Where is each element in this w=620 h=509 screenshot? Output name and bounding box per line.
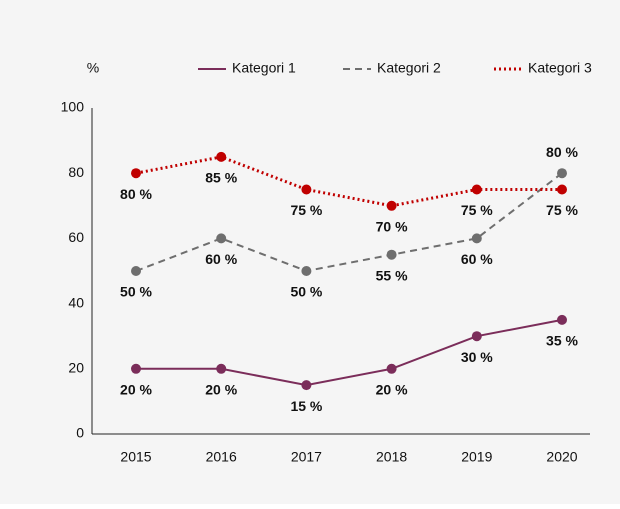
data-label: 75 % [290, 202, 322, 218]
data-label: 80 % [120, 186, 152, 202]
data-label: 75 % [461, 202, 493, 218]
data-label: 85 % [205, 170, 237, 186]
series-line [136, 318, 563, 387]
y-tick-label: 0 [76, 425, 84, 441]
x-tick-label: 2020 [546, 449, 577, 465]
point [557, 314, 567, 325]
data-label: 60 % [461, 251, 493, 267]
point [131, 266, 141, 276]
data-label: 70 % [376, 219, 408, 235]
data-label: 50 % [290, 284, 322, 300]
y-tick-label: 100 [61, 99, 85, 115]
point [131, 168, 141, 179]
y-tick-label: 20 [68, 360, 84, 376]
legend-label: Kategori 3 [528, 60, 592, 76]
data-label: 35 % [546, 333, 578, 349]
point [386, 363, 397, 374]
legend-label: Kategori 1 [232, 60, 296, 76]
point [301, 184, 312, 195]
x-tick-label: 2019 [461, 449, 492, 465]
x-tick-label: 2018 [376, 449, 407, 465]
point [557, 184, 567, 195]
y-tick-label: 40 [68, 294, 84, 310]
point [471, 331, 482, 342]
data-label: 20 % [205, 382, 237, 398]
y-tick-label: 80 [68, 164, 84, 180]
point [471, 233, 482, 244]
data-label: 55 % [376, 267, 408, 283]
data-label: 15 % [290, 398, 322, 414]
x-tick-label: 2015 [120, 449, 151, 465]
point [471, 184, 482, 195]
point [386, 249, 397, 260]
point [216, 363, 227, 374]
point [216, 151, 227, 162]
point [301, 266, 312, 276]
legend-label: Kategori 2 [377, 60, 441, 76]
point [301, 380, 312, 391]
point [557, 168, 567, 179]
data-label: 30 % [461, 349, 493, 365]
y-tick-label: 60 [68, 229, 84, 245]
series-line [135, 172, 563, 273]
x-tick-label: 2016 [206, 449, 237, 465]
point [386, 200, 397, 211]
data-label: 20 % [120, 382, 152, 398]
data-label: 60 % [205, 251, 237, 267]
y-axis-label: % [87, 60, 99, 76]
data-label: 80 % [546, 144, 578, 160]
series-line [135, 155, 562, 208]
point [131, 363, 141, 374]
point [216, 233, 227, 244]
data-label: 50 % [120, 284, 152, 300]
data-label: 75 % [546, 202, 578, 218]
x-tick-label: 2017 [291, 449, 322, 465]
data-label: 20 % [376, 382, 408, 398]
